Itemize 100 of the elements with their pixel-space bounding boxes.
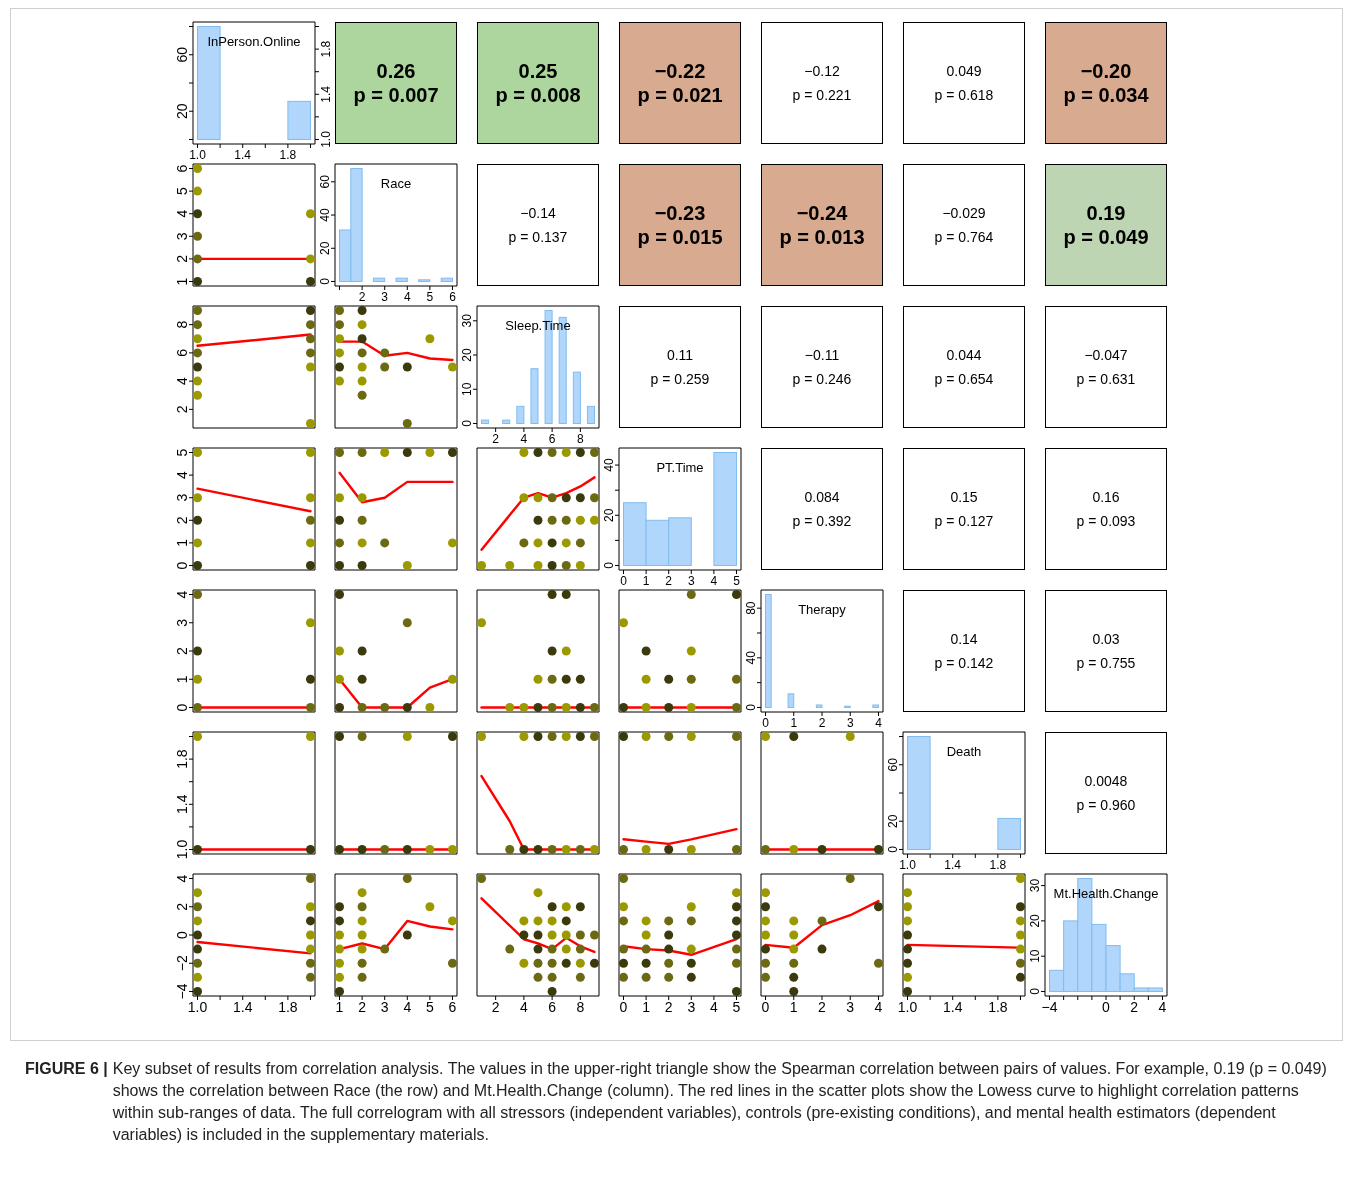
text: p = 0.008: [495, 83, 581, 107]
y-tick-label: 6: [174, 164, 190, 173]
text: p = 0.259: [650, 370, 710, 389]
point: [305, 515, 315, 525]
point: [193, 515, 203, 525]
y-tick-label: −2: [174, 955, 190, 972]
text: p = 0.137: [508, 228, 568, 247]
point: [193, 231, 203, 241]
point: [305, 560, 315, 570]
point: [589, 930, 599, 940]
caption: FIGURE 6 |: [25, 1059, 108, 1079]
point: [533, 674, 543, 684]
x-tick-label: 2: [665, 573, 673, 588]
y-tick-label: 2: [174, 902, 190, 911]
y-tick-label: 0: [174, 703, 190, 712]
point: [575, 674, 585, 684]
point: [193, 306, 203, 316]
point: [533, 448, 543, 458]
text: p = 0.764: [934, 228, 994, 247]
point: [519, 538, 529, 548]
y-tick-label: 40: [602, 458, 616, 472]
x-tick-label: 1: [642, 573, 650, 588]
point: [335, 538, 345, 548]
point: [664, 674, 674, 684]
point: [561, 538, 571, 548]
point: [335, 930, 345, 940]
y-tick-label: 5: [174, 187, 190, 196]
x-tick-label: 1: [790, 715, 798, 730]
text: Sleep.Time: [504, 318, 572, 334]
point: [447, 448, 457, 458]
point: [305, 276, 315, 286]
point: [664, 930, 674, 940]
point: [447, 916, 457, 926]
point: [1015, 958, 1025, 968]
point: [305, 493, 315, 503]
point: [335, 944, 345, 954]
point: [589, 515, 599, 525]
y-tick-label: 80: [744, 601, 758, 615]
point: [305, 618, 315, 628]
text: p = 0.007: [353, 83, 439, 107]
x-tick-label: 3: [687, 573, 695, 588]
y-tick-label: 3: [174, 493, 190, 502]
text: p = 0.654: [934, 370, 994, 389]
point: [305, 958, 315, 968]
point: [335, 646, 345, 656]
point: [619, 944, 629, 954]
x-tick-label: 4: [710, 573, 718, 588]
text: Key subset of results from correlation analysis. The values in the upper-right triangle show the Spearman correlation between pairs of values. For example, 0.19 (p = 0.049) shows the correlation between Race (the row) and Mt.Health.Change (column). The red lines in the scatter plots show the Lowess curve to highlight correlation patterns within sub-ranges of data. The full correlogram with all stressors (independent variables), controls (pre-existing conditions), and mental health estimators (dependent variables) is included in the supplementary materials.: [112, 1059, 1328, 1145]
y-tick-label: 2: [174, 516, 190, 525]
point: [686, 590, 696, 600]
y-tick-label: 3: [174, 618, 190, 627]
x-tick-label: 1.8: [989, 857, 1007, 872]
point: [641, 916, 651, 926]
point: [305, 538, 315, 548]
point: [845, 874, 855, 884]
point: [505, 560, 515, 570]
y-tick-label: 2: [174, 405, 190, 414]
point: [357, 320, 367, 330]
text: PT.Time: [655, 460, 705, 476]
point: [380, 348, 390, 358]
point: [335, 986, 345, 996]
text: −0.11: [804, 346, 840, 365]
y-tick-label: 20: [1028, 913, 1042, 928]
x-tick-label: 1.0: [897, 999, 918, 1016]
x-tick-label: 4: [403, 289, 411, 304]
y-tick-label: 1.4: [174, 794, 190, 815]
point: [477, 874, 487, 884]
x-tick-label: 6: [548, 999, 557, 1016]
point: [561, 944, 571, 954]
point: [193, 348, 203, 358]
text: p = 0.034: [1063, 83, 1149, 107]
y-tick-label: 3: [174, 232, 190, 241]
y-tick-label: −4: [174, 983, 190, 1000]
point: [686, 674, 696, 684]
point: [193, 930, 203, 940]
x-tick-label: 3: [687, 999, 696, 1016]
point: [380, 944, 390, 954]
point: [731, 902, 741, 912]
y-tick-label: 0: [460, 419, 474, 427]
text: 0.26: [376, 59, 416, 83]
point: [193, 276, 203, 286]
point: [789, 944, 799, 954]
point: [447, 538, 457, 548]
point: [305, 930, 315, 940]
point: [305, 674, 315, 684]
point: [575, 538, 585, 548]
point: [193, 493, 203, 503]
point: [761, 902, 771, 912]
point: [533, 944, 543, 954]
point: [335, 902, 345, 912]
x-tick-label: 2: [1130, 999, 1139, 1016]
point: [193, 590, 203, 600]
point: [533, 916, 543, 926]
text: 0.16: [1092, 488, 1120, 507]
point: [305, 944, 315, 954]
y-tick-label: 20: [602, 508, 616, 522]
point: [619, 874, 629, 884]
point: [547, 902, 557, 912]
x-tick-label: 4: [874, 999, 883, 1016]
x-tick-label: 1: [642, 999, 651, 1016]
